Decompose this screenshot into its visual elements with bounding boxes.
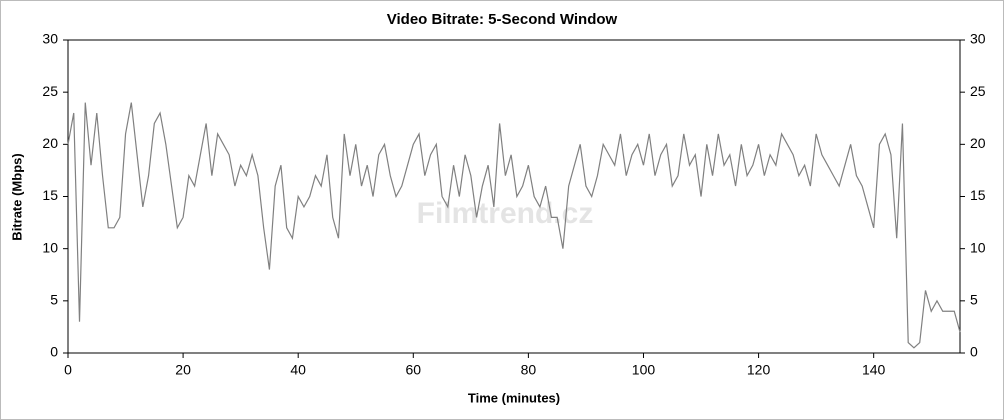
- x-axis-title: Time (minutes): [468, 390, 560, 405]
- y2-tick-label: 15: [970, 187, 986, 203]
- x-tick-label: 60: [406, 362, 422, 378]
- x-tick-label: 20: [175, 362, 191, 378]
- bitrate-line: [67, 102, 961, 349]
- y-tick-label: 15: [42, 187, 58, 203]
- y2-tick-label: 5: [970, 292, 978, 308]
- y-tick-label: 10: [42, 239, 58, 255]
- x-tick-label: 80: [521, 362, 537, 378]
- y2-tick-label: 30: [970, 31, 986, 47]
- x-tick-label: 140: [862, 362, 886, 378]
- y-tick-label: 30: [42, 31, 58, 47]
- y-axis-title: Bitrate (Mbps): [9, 153, 24, 240]
- chart-title: Video Bitrate: 5-Second Window: [387, 11, 618, 28]
- x-tick-label: 120: [747, 362, 771, 378]
- y2-tick-label: 20: [970, 135, 986, 151]
- y2-tick-label: 0: [970, 344, 978, 360]
- y2-tick-label: 10: [970, 239, 986, 255]
- x-tick-label: 40: [290, 362, 306, 378]
- y-tick-label: 25: [42, 83, 58, 99]
- y-tick-label: 0: [50, 344, 58, 360]
- y-tick-label: 20: [42, 135, 58, 151]
- x-tick-label: 0: [64, 362, 72, 378]
- x-tick-label: 100: [632, 362, 656, 378]
- y2-tick-label: 25: [970, 83, 986, 99]
- y-tick-label: 5: [50, 292, 58, 308]
- watermark: Filmtrend.cz: [417, 197, 594, 230]
